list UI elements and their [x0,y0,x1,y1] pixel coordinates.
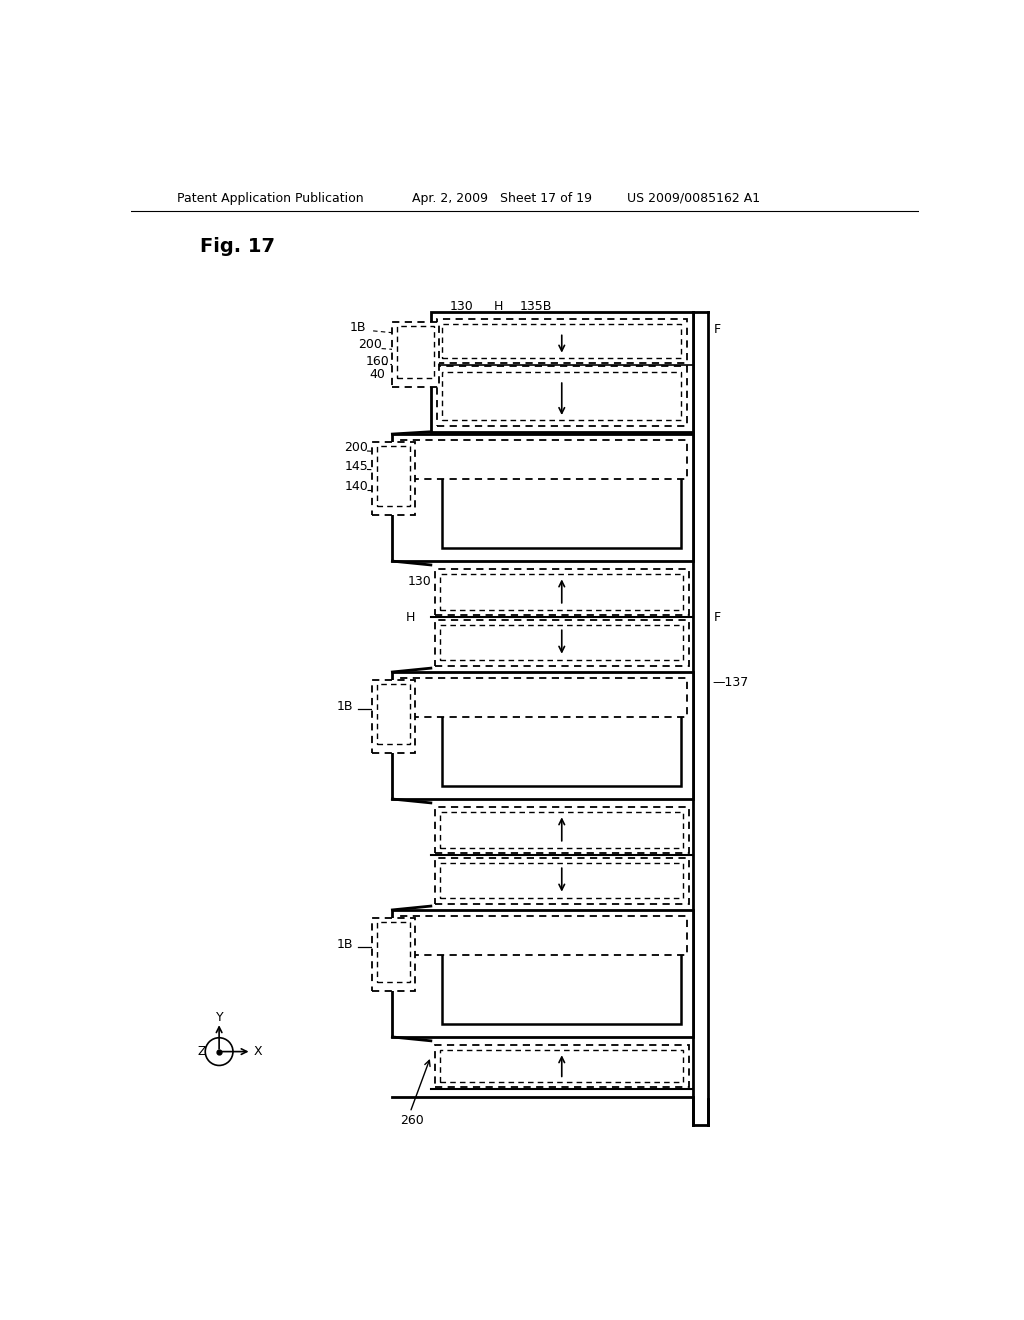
Bar [397,326,434,378]
Text: 145: 145 [345,459,369,473]
Text: Apr. 2, 2009   Sheet 17 of 19: Apr. 2, 2009 Sheet 17 of 19 [412,191,592,205]
Text: 135B: 135B [519,300,552,313]
Bar [377,684,410,743]
Bar [442,693,681,785]
Text: 260: 260 [400,1114,424,1127]
Bar [442,932,681,1024]
Text: US 2009/0085162 A1: US 2009/0085162 A1 [628,191,761,205]
Bar [377,446,410,506]
Bar [377,923,410,982]
Text: 160: 160 [366,355,389,368]
Bar [442,323,681,358]
Text: 140: 140 [345,480,369,492]
Bar [398,678,686,717]
Bar [440,626,683,660]
Bar [440,863,683,899]
Bar [431,313,692,432]
Bar [435,807,689,853]
Bar [440,1051,683,1081]
Text: H: H [407,611,416,624]
Bar [435,1044,689,1088]
Bar [392,434,692,561]
Bar [440,574,683,610]
Text: —137: —137 [713,676,749,689]
Text: Z: Z [198,1045,206,1059]
Bar [373,680,415,752]
Text: 1B: 1B [337,939,353,952]
Bar [392,672,692,799]
Bar [435,619,689,665]
Text: F: F [714,611,721,624]
Text: Patent Application Publication: Patent Application Publication [177,191,364,205]
Text: F: F [714,323,721,335]
Text: 1B: 1B [337,700,353,713]
Text: 200: 200 [357,338,382,351]
Bar [392,909,692,1038]
Bar [392,322,438,387]
Text: H: H [494,300,504,313]
Bar [435,569,689,615]
Text: 1B: 1B [350,321,367,334]
Text: 200: 200 [345,441,369,454]
Text: Y: Y [216,1011,223,1024]
Bar [440,812,683,847]
Text: X: X [254,1045,262,1059]
Bar [373,917,415,991]
Bar [437,318,686,363]
Bar [398,441,686,479]
Text: 130: 130 [408,576,431,589]
Bar [435,858,689,904]
Text: Fig. 17: Fig. 17 [200,238,274,256]
Text: 130: 130 [451,300,474,313]
Bar [442,455,681,548]
Bar [437,367,686,425]
Bar [398,916,686,954]
Bar [442,372,681,420]
Text: 40: 40 [370,367,385,380]
Bar [373,442,415,515]
